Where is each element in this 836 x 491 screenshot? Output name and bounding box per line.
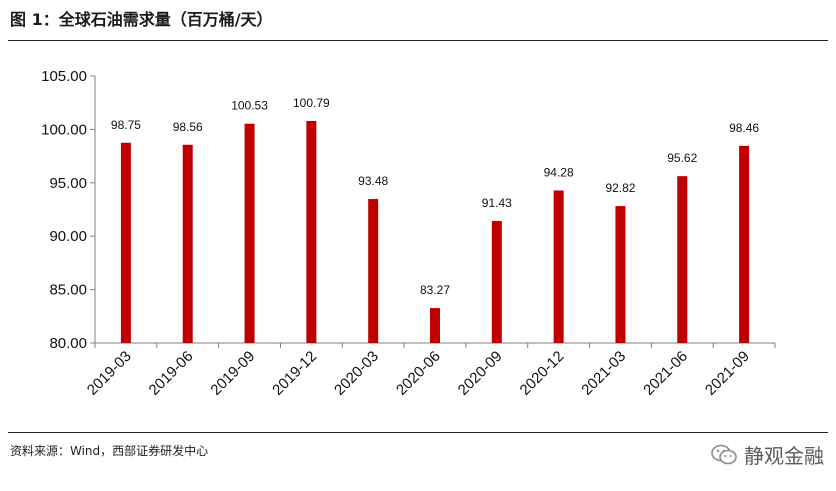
data-label: 83.27 (420, 283, 450, 297)
data-label: 92.82 (605, 181, 635, 195)
watermark-text: 静观金融 (744, 444, 824, 468)
bar (739, 145, 750, 343)
x-tick-label: 2019-03 (84, 348, 135, 399)
y-tick-label: 100.00 (41, 121, 87, 138)
y-tick-label: 105.00 (41, 68, 87, 85)
bar (615, 206, 626, 343)
bar (491, 220, 502, 343)
data-label: 98.75 (111, 118, 141, 132)
x-tick-label: 2019-12 (269, 348, 320, 399)
bar-chart: 80.00 85.00 90.00 95.00 100.00 105.00 98.75 201… (41, 68, 776, 399)
bar (430, 308, 440, 343)
x-tick-label: 2020-12 (517, 348, 568, 399)
bar (182, 144, 193, 343)
y-tick-label: 90.00 (49, 228, 87, 245)
bar (553, 190, 564, 343)
y-tick-label: 95.00 (49, 175, 87, 192)
source-note: 资料来源：Wind，西部证券研发中心 (10, 444, 209, 458)
x-tick-label: 2020-06 (393, 348, 444, 399)
data-label: 94.28 (544, 165, 574, 179)
bar (306, 120, 317, 343)
data-label: 95.62 (667, 151, 697, 165)
bottom-divider (8, 432, 828, 433)
x-tick-label: 2021-06 (640, 348, 691, 399)
data-label: 100.53 (231, 99, 268, 113)
bar (368, 199, 379, 343)
data-label: 100.79 (293, 96, 330, 110)
bar (244, 123, 255, 344)
y-tick-label: 85.00 (49, 282, 87, 299)
data-label: 98.56 (173, 120, 203, 134)
wechat-icon (710, 443, 738, 467)
y-tick-label: 80.00 (49, 335, 87, 352)
bar (677, 176, 688, 343)
data-label: 93.48 (358, 174, 388, 188)
x-tick-label: 2021-03 (578, 348, 629, 399)
watermark: 静观金融 (710, 440, 824, 469)
figure-title: 图 1：全球石油需求量（百万桶/天） (10, 10, 273, 29)
data-label: 91.43 (482, 196, 512, 210)
x-tick-label: 2020-09 (455, 348, 506, 399)
x-tick-label: 2019-09 (207, 348, 258, 399)
x-tick-label: 2021-09 (702, 348, 753, 399)
data-label: 98.46 (729, 121, 759, 135)
x-tick-label: 2020-03 (331, 348, 382, 399)
x-tick-label: 2019-06 (146, 348, 197, 399)
top-divider (8, 40, 828, 41)
bar (120, 142, 131, 343)
